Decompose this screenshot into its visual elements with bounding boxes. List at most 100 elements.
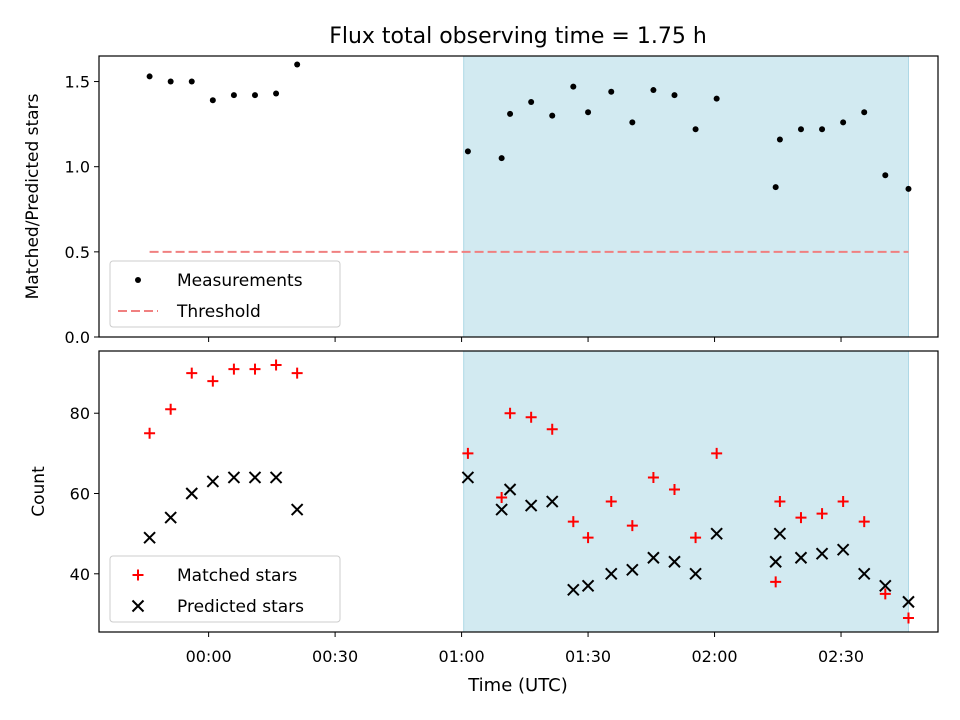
matched-stars-point — [774, 496, 786, 508]
top-panel-ratio: 0.0 0.5 1.0 1.5 Matched/Predicted stars Measu… — [23, 55, 939, 347]
y-tick-label: 0.0 — [65, 328, 90, 347]
predicted-stars-point — [902, 595, 915, 609]
predicted-stars-point — [503, 483, 517, 496]
matched-stars-point — [270, 359, 282, 371]
predicted-stars-point — [290, 503, 304, 516]
matched-stars-point — [879, 588, 891, 600]
measurements-point — [230, 92, 237, 99]
measurements-point — [692, 126, 699, 133]
measurements-point — [209, 97, 216, 104]
measurements-point — [167, 78, 174, 85]
predicted-stars-point — [815, 547, 829, 560]
shaded-observing-span — [463, 55, 909, 338]
matched-stars-point — [690, 532, 702, 544]
measurements-point — [498, 155, 505, 162]
measurements-point — [251, 92, 258, 99]
matched-stars-point — [525, 411, 537, 423]
y-tick-label: 80 — [70, 404, 90, 423]
matched-stars-point — [858, 516, 870, 528]
matched-stars-point — [668, 483, 680, 495]
matched-stars-point — [291, 367, 303, 379]
measurements-point — [464, 148, 471, 155]
legend-box — [109, 555, 341, 623]
predicted-stars-point — [836, 543, 850, 556]
predicted-stars-point — [495, 503, 508, 516]
predicted-stars-point — [794, 551, 808, 564]
predicted-stars-point — [269, 471, 283, 484]
predicted-stars-point — [689, 567, 702, 581]
matched-stars-point — [902, 612, 914, 624]
predicted-stars-point — [769, 555, 782, 568]
legend: Matched stars Predicted stars — [109, 555, 341, 623]
predicted-stars-point — [185, 487, 198, 500]
legend-threshold-label: Threshold — [176, 302, 261, 322]
y-tick-label: 40 — [70, 565, 90, 584]
y-tick-label: 60 — [70, 485, 90, 504]
measurements-point — [549, 112, 556, 119]
matched-stars-point — [504, 407, 516, 419]
bottom-panel-counts: 40 60 80 00:00 00:30 01:00 01:30 02:00 02:30 Coun… — [29, 350, 939, 666]
matched-stars-point — [165, 403, 177, 415]
measurements-point — [650, 87, 657, 94]
legend: Measurements Threshold — [109, 260, 341, 328]
y-axis-label: Count — [29, 466, 49, 517]
matched-stars-point — [816, 508, 828, 520]
chart-title: Flux total observing time = 1.75 h — [329, 24, 707, 49]
measurements-point — [905, 185, 912, 192]
measurements-point — [608, 88, 615, 95]
matched-stars-point — [249, 363, 261, 375]
legend-matched-stars-label: Matched stars — [177, 566, 297, 586]
legend-measurements-label: Measurements — [177, 271, 303, 291]
legend-predicted-stars-label: Predicted stars — [177, 597, 304, 617]
predicted-stars-point — [567, 583, 580, 597]
matched-stars-point — [626, 520, 638, 532]
predicted-stars-point — [227, 471, 241, 484]
measurements-point — [772, 184, 779, 191]
predicted-stars-point — [773, 527, 787, 540]
matched-stars-point — [582, 532, 594, 544]
predicted-stars-point — [605, 567, 618, 581]
measurements-point — [776, 136, 783, 143]
x-axis-label: Time (UTC) — [467, 675, 568, 696]
predicted-stars-point — [626, 563, 639, 576]
measurements-point — [570, 83, 577, 90]
predicted-stars-point — [461, 471, 475, 484]
matched-stars-point — [546, 423, 558, 435]
measurements-point — [882, 172, 889, 179]
matched-stars-point — [711, 447, 723, 459]
x-tick-label: 02:00 — [691, 647, 737, 666]
predicted-stars-point — [206, 475, 220, 488]
x-tick-label: 00:30 — [312, 647, 358, 666]
y-tick-label: 1.0 — [65, 158, 90, 177]
shaded-observing-span — [463, 350, 909, 633]
measurements-point — [146, 73, 153, 80]
legend-box — [109, 260, 341, 328]
measurements-point — [629, 119, 636, 126]
predicted-stars-point — [668, 555, 681, 568]
matched-stars-point — [186, 367, 198, 379]
predicted-stars-point — [858, 567, 871, 581]
measurements-point — [507, 110, 514, 117]
matched-stars-point — [770, 576, 782, 588]
legend-measurements-swatch — [135, 277, 141, 283]
matched-stars-point — [837, 496, 849, 508]
measurements-point — [528, 98, 535, 105]
predicted-stars-point — [581, 579, 595, 593]
measurements-point — [273, 90, 280, 97]
matched-stars-point — [228, 363, 240, 375]
x-tick-label: 01:00 — [439, 647, 485, 666]
matched-stars-point — [207, 375, 219, 387]
measurements-point — [671, 92, 678, 99]
measurements-point — [840, 119, 847, 126]
x-tick-label: 01:30 — [565, 647, 611, 666]
y-tick-label: 0.5 — [65, 243, 90, 262]
legend-matched-stars-swatch — [132, 569, 144, 581]
predicted-stars-point — [546, 495, 559, 508]
matched-stars-point — [647, 471, 659, 483]
predicted-stars-point — [647, 551, 660, 564]
measurements-point — [713, 95, 720, 102]
measurements-point — [294, 61, 301, 68]
measurements-point — [861, 109, 868, 116]
matched-stars-point — [567, 516, 579, 528]
